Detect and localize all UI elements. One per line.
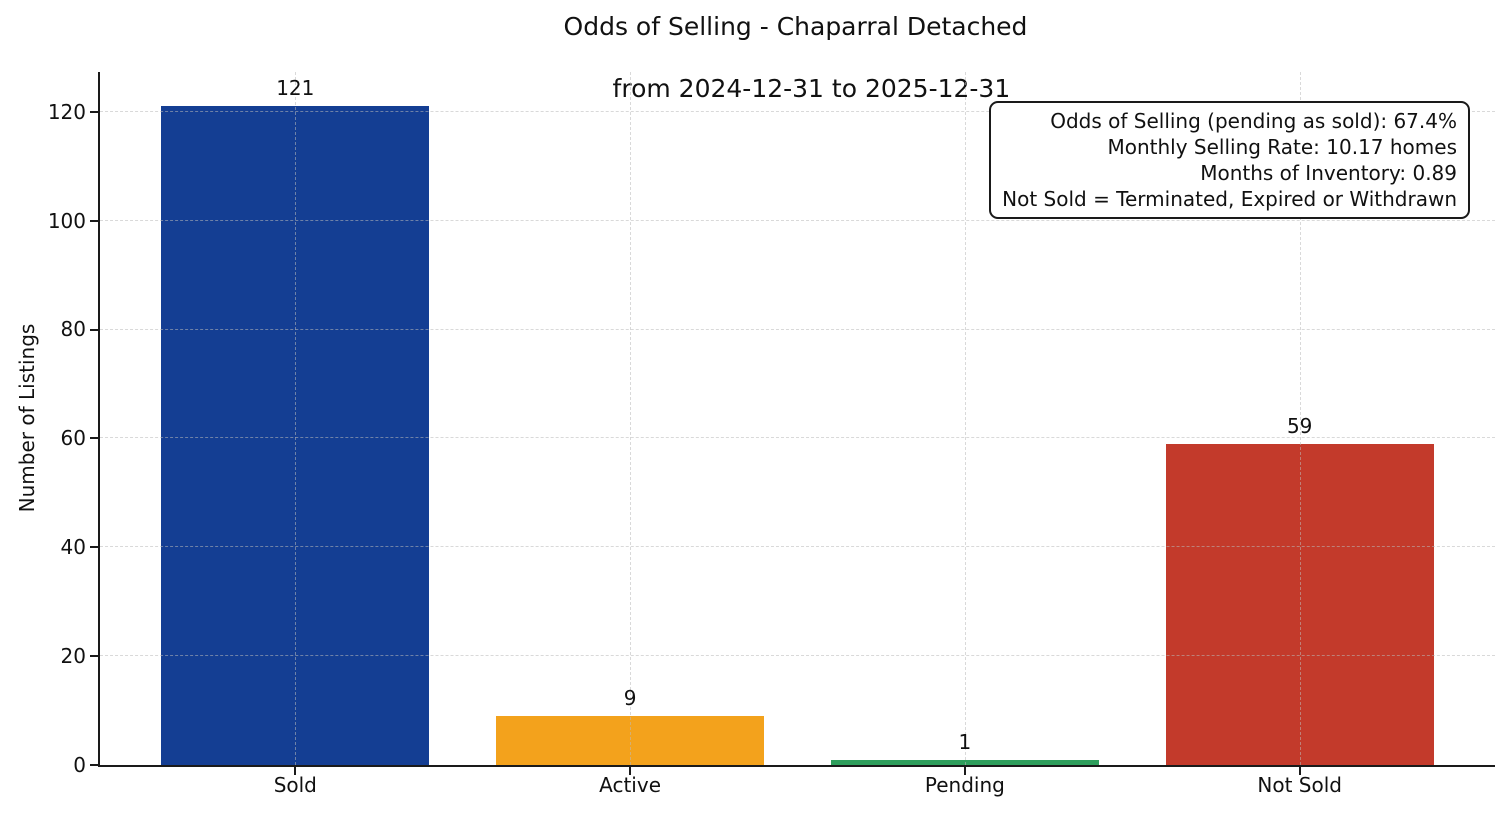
annotation-line-monthly-rate: Monthly Selling Rate: 10.17 homes (1107, 135, 1457, 159)
gridline-vertical (1299, 72, 1301, 765)
x-tick-mark (963, 767, 966, 775)
gridline-vertical (964, 72, 966, 765)
x-tick-label-active: Active (599, 773, 662, 797)
y-axis-label: Number of Listings (15, 323, 39, 513)
x-tick-label-sold: Sold (273, 773, 317, 797)
annotation-line-odds: Odds of Selling (pending as sold): 67.4% (1050, 109, 1457, 133)
y-tick-mark (90, 764, 98, 766)
gridline-horizontal (100, 437, 1495, 439)
y-tick-mark (90, 655, 98, 658)
chart-title-line2: from 2024-12-31 to 2025-12-31 (612, 74, 1011, 103)
y-tick-label: 80 (60, 317, 86, 342)
y-tick-label: 60 (60, 426, 86, 451)
y-tick-mark (90, 110, 98, 113)
x-tick-mark (1298, 767, 1301, 775)
x-tick-mark (629, 767, 632, 775)
bar-not-sold (1165, 443, 1434, 765)
gridline-horizontal (100, 655, 1495, 657)
bar-active (496, 716, 764, 765)
gridline-horizontal (100, 219, 1495, 221)
y-tick-label: 40 (60, 535, 86, 560)
bar-value-label: 59 (1286, 413, 1313, 438)
bar-pending (830, 759, 1099, 765)
gridline-vertical (630, 72, 632, 765)
plot-area: 0 20 40 60 80 100 120 121 Sold 9 Active 1 Pending 59 N… (48, 72, 1495, 797)
chart-title: Odds of Selling - Chaparral Detached fro… (98, 11, 1493, 135)
annotation-line-inventory: Months of Inventory: 0.89 (1200, 161, 1457, 185)
gridline-horizontal (100, 328, 1495, 330)
gridline-horizontal (100, 546, 1495, 548)
y-tick-mark (90, 437, 98, 440)
y-tick-mark (90, 219, 98, 222)
gridline-vertical (295, 72, 297, 765)
y-tick-mark (90, 546, 98, 549)
gridline-horizontal (100, 110, 1495, 112)
bar-value-label: 9 (623, 686, 637, 711)
bar-value-label: 1 (958, 729, 972, 754)
chart-title-line1: Odds of Selling - Chaparral Detached (563, 12, 1028, 41)
bar-value-label: 121 (276, 76, 315, 101)
annotation-box: Odds of Selling (pending as sold): 67.4%… (989, 101, 1470, 219)
y-tick-label: 0 (73, 753, 86, 777)
x-tick-label-not-sold: Not Sold (1257, 773, 1342, 797)
y-tick-label: 20 (60, 644, 86, 669)
y-tick-mark (90, 328, 98, 331)
y-tick-label: 120 (47, 99, 86, 124)
x-tick-label-pending: Pending (924, 773, 1005, 797)
y-tick-label: 100 (47, 208, 86, 233)
annotation-line-not-sold-def: Not Sold = Terminated, Expired or Withdr… (1002, 187, 1457, 211)
x-tick-mark (294, 767, 297, 775)
